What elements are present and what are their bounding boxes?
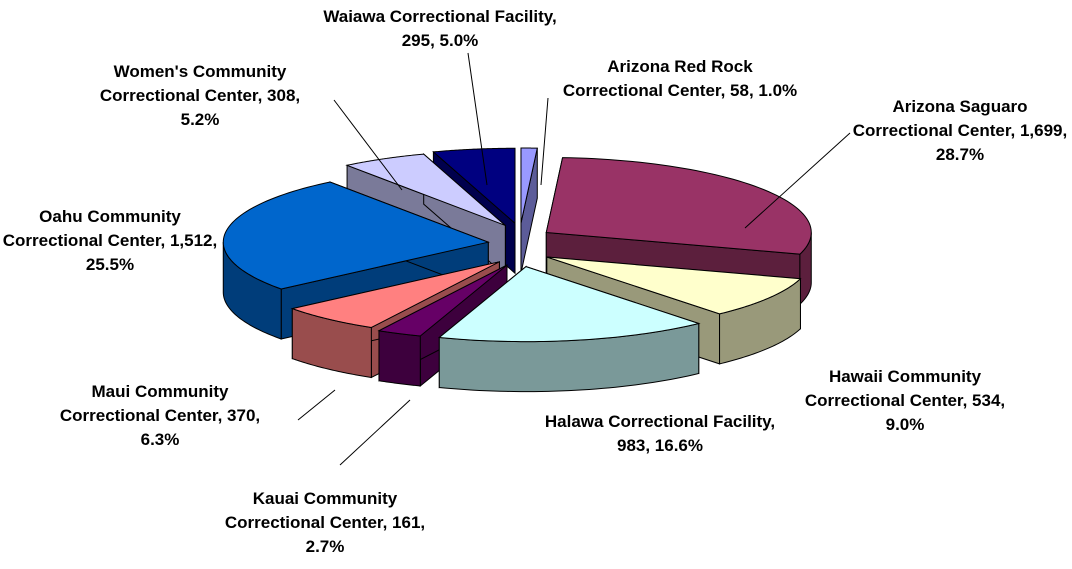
data-label: Maui Community Correctional Center, 370,… (59, 382, 261, 449)
slice (520, 147, 538, 274)
slice-top (290, 261, 500, 329)
slice-top (345, 153, 506, 226)
data-label: Kauai Community Correctional Center, 161… (224, 489, 426, 556)
leader-line (744, 132, 851, 229)
leader-line (339, 399, 411, 466)
data-label: Hawaii Community Correctional Center, 53… (804, 367, 1006, 434)
slice (438, 265, 701, 393)
slice-top (546, 256, 802, 315)
data-label: Oahu Community Correctional Center, 1,51… (2, 207, 218, 274)
slice-top (377, 264, 508, 337)
slice-outer-wall (378, 330, 421, 387)
data-label: Halawa Correctional Facility, 983, 16.6% (544, 412, 776, 455)
data-label: Arizona Saguaro Correctional Center, 1,6… (852, 97, 1068, 164)
data-label: Arizona Red Rock Correctional Center, 58… (562, 57, 798, 100)
slice-top (432, 147, 516, 225)
slice-top (545, 157, 812, 255)
leader-line (467, 52, 488, 186)
leader-line (540, 97, 549, 186)
leader-line (297, 389, 336, 421)
leader-line (333, 99, 403, 191)
data-label: Women's Community Correctional Center, 3… (99, 62, 301, 129)
slice-top (222, 181, 490, 290)
slice-top (438, 266, 701, 343)
slice-top (520, 147, 538, 224)
data-label: Waiawa Correctional Facility, 295, 5.0% (323, 7, 557, 50)
